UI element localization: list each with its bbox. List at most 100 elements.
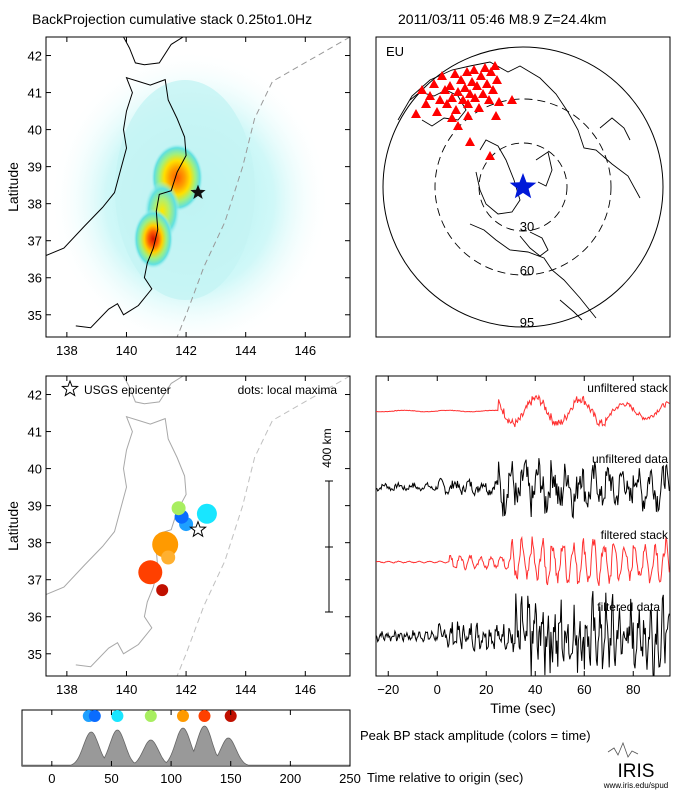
maxima-dot <box>156 584 169 597</box>
station-triangle-icon <box>460 83 470 92</box>
legend-epicenter: USGS epicenter <box>84 383 171 397</box>
y-tick-label: 36 <box>28 271 42 286</box>
station-triangle-icon <box>467 77 477 86</box>
station-triangle-icon <box>453 87 463 96</box>
y-tick-label: 36 <box>28 610 42 625</box>
unfiltered-data-trace <box>376 458 670 519</box>
x-tick-label: 60 <box>577 682 591 697</box>
station-triangle-icon <box>485 151 495 160</box>
time-dot <box>198 710 211 722</box>
station-triangle-icon <box>469 65 479 74</box>
station-triangle-icon <box>491 111 501 120</box>
x-tick-label: 0 <box>48 771 55 786</box>
seismogram-panel: unfiltered stack unfiltered data filtere… <box>375 375 671 716</box>
coastline <box>46 37 187 329</box>
distance-ring-60 <box>434 98 612 276</box>
station-triangle-icon <box>492 75 502 84</box>
station-triangle-icon <box>474 103 484 112</box>
station-triangle-icon <box>488 85 498 94</box>
station-triangle-icon <box>429 79 439 88</box>
map-frame <box>45 36 351 338</box>
energy-hotspot-south <box>133 208 174 269</box>
x-tick-label: 100 <box>160 771 182 786</box>
maxima-dot <box>171 501 186 516</box>
station-triangle-icon <box>435 95 445 104</box>
y-tick-label: 40 <box>28 462 42 477</box>
station-triangle-icon <box>484 95 494 104</box>
station-triangle-icon <box>451 105 461 114</box>
station-triangle-icon <box>417 85 427 94</box>
station-triangle-icon <box>437 71 447 80</box>
filtered-data-trace <box>376 591 670 676</box>
x-tick-label: 140 <box>116 682 138 697</box>
x-tick-label: 20 <box>479 682 493 697</box>
time-dot <box>144 710 157 722</box>
station-triangle-icon <box>465 137 475 146</box>
y-tick-label: 37 <box>28 573 42 588</box>
station-triangle-icon <box>494 97 504 106</box>
filtered-stack-trace <box>376 535 670 587</box>
y-tick-label: 37 <box>28 234 42 249</box>
iris-logo: IRIS www.iris.edu/spud <box>603 741 668 790</box>
y-axis-label: Latitude <box>5 162 21 212</box>
logo-text: IRIS <box>618 761 655 782</box>
x-tick-label: 144 <box>235 343 257 358</box>
y-tick-label: 41 <box>28 86 42 101</box>
station-triangle-icon <box>458 95 468 104</box>
station-triangle-icon <box>486 67 496 76</box>
y-tick-label: 35 <box>28 308 42 323</box>
distance-ring-30 <box>478 142 568 232</box>
station-triangle-icon <box>480 63 490 72</box>
x-tick-label: 146 <box>294 682 316 697</box>
local-maxima-map: USGS epicenter dots: local maxima 400 km… <box>5 375 351 697</box>
x-tick-label: 140 <box>116 343 138 358</box>
series-label: filtered stack <box>601 528 669 542</box>
station-triangle-icon <box>421 99 431 108</box>
legend-dots: dots: local maxima <box>238 383 338 397</box>
series-label: unfiltered stack <box>587 381 669 395</box>
map-frame <box>45 375 351 677</box>
maxima-dot <box>196 503 217 524</box>
x-tick-label: 40 <box>528 682 542 697</box>
station-triangle-icon <box>482 79 492 88</box>
y-tick-label: 38 <box>28 536 42 551</box>
backprojection-heatmap: 138 140 142 144 146 35 36 37 38 39 40 41 42 Latitude <box>5 36 351 358</box>
x-tick-label: 200 <box>280 771 302 786</box>
station-triangle-icon <box>476 71 486 80</box>
maxima-dot <box>138 560 163 585</box>
station-triangle-icon <box>453 121 463 130</box>
station-triangle-icon <box>472 81 482 90</box>
maxima-dot <box>152 531 179 558</box>
x-tick-label: 250 <box>339 771 361 786</box>
x-axis-label: Time (sec) <box>490 700 556 716</box>
y-tick-label: 42 <box>28 49 42 64</box>
scale-label: 400 km <box>320 428 334 467</box>
station-triangle-icon <box>425 91 435 100</box>
event-info: 2011/03/11 05:46 M8.9 Z=24.4km <box>398 11 606 27</box>
station-triangle-icon <box>445 81 455 90</box>
x-tick-label: 0 <box>434 682 441 697</box>
station-triangle-icon <box>507 95 517 104</box>
x-tick-label: 50 <box>104 771 118 786</box>
station-triangle-icon <box>447 93 457 102</box>
station-triangle-icon <box>442 99 452 108</box>
station-triangle-icon <box>490 61 500 70</box>
series-label: filtered data <box>597 600 660 614</box>
station-triangle-icon <box>463 111 473 120</box>
time-dot <box>224 710 237 722</box>
scale-bar <box>325 480 333 613</box>
station-triangle-icon <box>447 113 457 122</box>
logo-url: www.iris.edu/spud <box>603 781 668 790</box>
x-tick-label: 80 <box>626 682 640 697</box>
x-tick-label: 138 <box>56 682 78 697</box>
y-tick-label: 41 <box>28 425 42 440</box>
y-axis-label: Latitude <box>5 501 21 551</box>
x-tick-label: 142 <box>175 343 197 358</box>
ring-label-30: 30 <box>520 219 534 234</box>
peak-amplitude-area <box>22 725 350 766</box>
ring-label-60: 60 <box>520 263 534 278</box>
epicenter-star-icon <box>509 173 537 199</box>
x-tick-label: 138 <box>56 343 78 358</box>
peak-amplitude-panel: 0 50 100 150 200 250 Peak BP stack amplitude … <box>21 709 591 786</box>
peak-label: Peak BP stack amplitude (colors = time) <box>360 728 591 743</box>
